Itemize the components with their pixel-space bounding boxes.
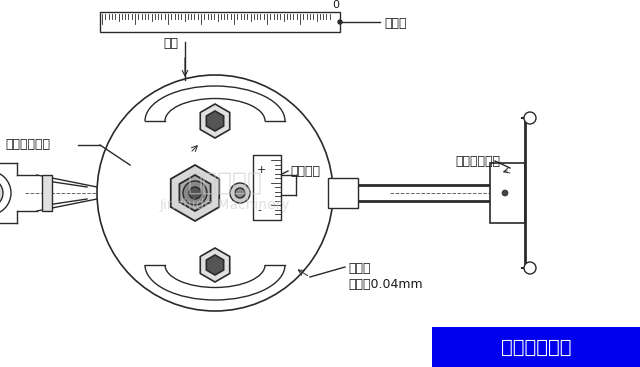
- Circle shape: [97, 75, 333, 311]
- Circle shape: [0, 179, 3, 207]
- Text: -: -: [257, 205, 261, 215]
- Text: +: +: [257, 165, 266, 175]
- Circle shape: [0, 171, 11, 215]
- Bar: [42, 175, 52, 211]
- Circle shape: [524, 112, 536, 124]
- Text: 0: 0: [333, 0, 339, 10]
- Circle shape: [502, 190, 508, 196]
- Circle shape: [524, 262, 536, 274]
- Polygon shape: [200, 248, 230, 282]
- Text: 送距调整扳手: 送距调整扳手: [455, 155, 500, 168]
- Bar: [328, 178, 358, 208]
- Text: 送距固定螺丝: 送距固定螺丝: [5, 138, 50, 151]
- Text: 刻划: 刻划: [163, 37, 178, 50]
- Circle shape: [230, 183, 250, 203]
- Text: 游标尺: 游标尺: [384, 17, 406, 30]
- Polygon shape: [206, 255, 223, 275]
- Polygon shape: [171, 165, 220, 221]
- Text: 普志德机械: 普志德机械: [188, 171, 262, 195]
- Circle shape: [183, 181, 207, 205]
- Text: 刻度环: 刻度环: [348, 262, 371, 275]
- Text: 送料步距調整: 送料步距調整: [500, 338, 572, 356]
- Bar: [100, 12, 340, 32]
- Circle shape: [235, 188, 245, 198]
- Polygon shape: [200, 104, 230, 138]
- Bar: [253, 155, 281, 220]
- Text: 一小格0.04mm: 一小格0.04mm: [348, 278, 422, 291]
- Bar: [432, 327, 640, 367]
- Text: 调整螺杆: 调整螺杆: [290, 165, 320, 178]
- Text: Jinzhide Machinery: Jinzhide Machinery: [160, 198, 291, 212]
- Bar: [490, 163, 525, 223]
- Polygon shape: [206, 111, 223, 131]
- Circle shape: [338, 20, 342, 24]
- Polygon shape: [179, 175, 211, 211]
- Circle shape: [189, 187, 201, 199]
